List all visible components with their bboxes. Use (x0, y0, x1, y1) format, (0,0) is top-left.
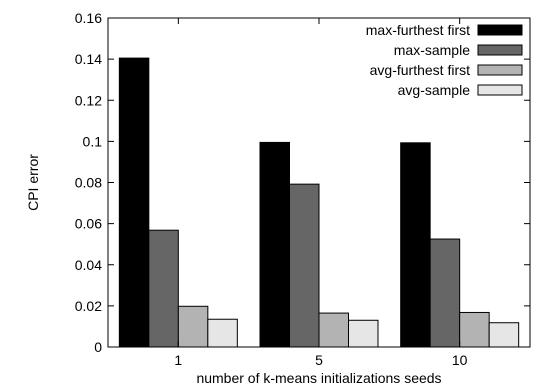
y-tick-label: 0.04 (75, 257, 102, 273)
bar-max-sample-5 (289, 183, 320, 348)
x-axis: 1 5 10 (174, 18, 468, 368)
y-tick-label: 0.06 (75, 216, 102, 232)
legend: max-furthest first max-sample avg-furthest… (366, 22, 523, 98)
y-tick-label: 0.12 (75, 92, 102, 108)
legend-label-avg-furthest-first: avg-furthest first (370, 62, 470, 78)
legend-swatch-avg-furthest-first (477, 64, 523, 76)
y-tick-label: 0.08 (75, 175, 102, 191)
y-tick-label: 0.02 (75, 298, 102, 314)
bar-max-furthest-first-10 (400, 142, 431, 348)
y-tick-label: 0 (94, 339, 102, 355)
bar-avg-sample-1 (207, 318, 238, 348)
bar-max-furthest-first-1 (118, 57, 150, 348)
y-tick-label: 0.1 (83, 133, 103, 149)
legend-label-max-sample: max-sample (394, 42, 470, 58)
y-axis-label: CPI error (25, 154, 41, 211)
bar-max-sample-10 (429, 238, 461, 348)
x-axis-label: number of k-means initializations seeds (196, 370, 441, 386)
bar-max-sample-1 (148, 229, 179, 348)
bar-max-furthest-first-5 (259, 141, 290, 348)
legend-swatch-avg-sample (477, 84, 523, 96)
x-tick-label: 5 (315, 352, 323, 368)
bar-avg-sample-5 (348, 319, 379, 348)
y-tick-label: 0.14 (75, 51, 102, 67)
legend-label-avg-sample: avg-sample (398, 82, 471, 98)
bar-avg-furthest-first-5 (318, 312, 349, 348)
bar-avg-sample-10 (488, 322, 520, 348)
bar-avg-furthest-first-10 (459, 311, 490, 348)
legend-swatch-max-sample (477, 44, 523, 56)
legend-swatch-max-furthest-first (477, 24, 523, 36)
x-tick-label: 1 (174, 352, 182, 368)
bars-layer (118, 57, 520, 348)
y-axis: 0 0.02 0.04 0.06 0.08 0.1 0.12 0.14 0.16 (75, 10, 530, 355)
y-tick-label: 0.16 (75, 10, 102, 26)
legend-label-max-furthest-first: max-furthest first (366, 22, 470, 38)
bar-avg-furthest-first-1 (177, 305, 209, 348)
x-tick-label: 10 (452, 352, 468, 368)
